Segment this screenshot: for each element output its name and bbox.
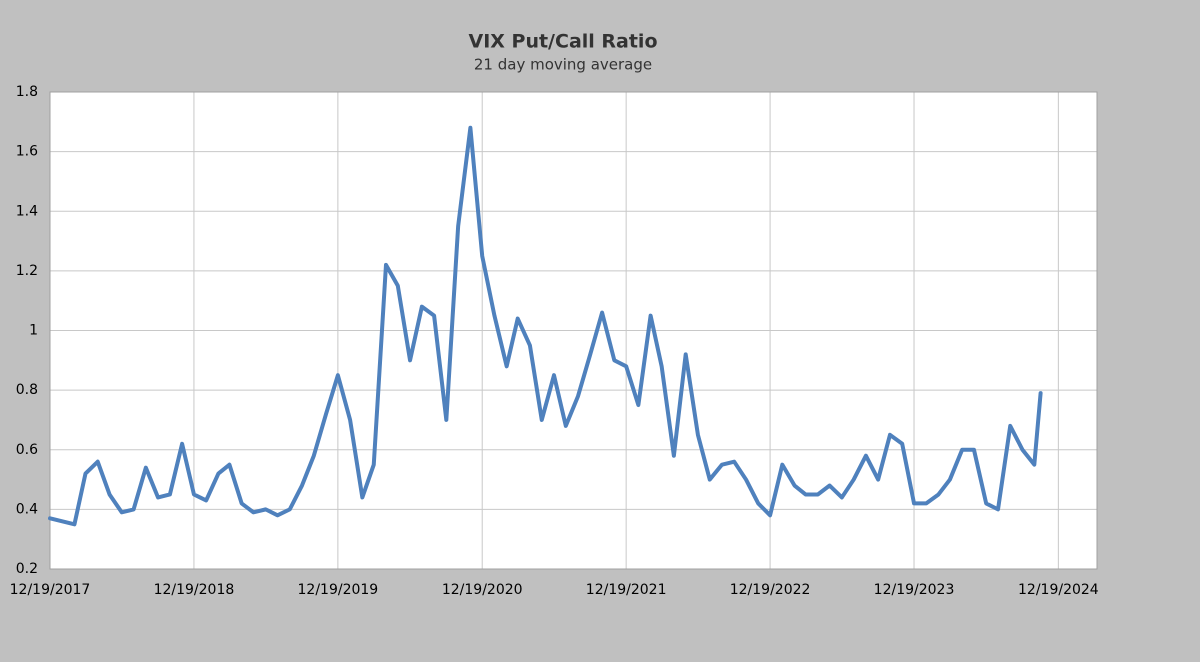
x-tick-label: 12/19/2017: [10, 582, 91, 598]
chart-title: VIX Put/Call Ratio: [468, 31, 657, 53]
x-tick-label: 12/19/2020: [442, 582, 523, 598]
plot-border: [49, 91, 1098, 570]
y-tick-label: 0.4: [16, 501, 38, 517]
x-tick-label: 12/19/2024: [1018, 582, 1099, 598]
y-tick-label: 1.4: [16, 203, 38, 219]
x-tick-label: 12/19/2019: [298, 582, 379, 598]
y-tick-label: 0.6: [16, 442, 38, 458]
y-tick-label: 1.8: [16, 84, 38, 100]
y-tick-label: 1: [29, 323, 38, 339]
y-tick-label: 1.6: [16, 144, 38, 160]
chart-subtitle: 21 day moving average: [474, 56, 652, 74]
x-tick-label: 12/19/2018: [154, 582, 235, 598]
data-line: [48, 125, 1043, 527]
x-tick-label: 12/19/2021: [586, 582, 667, 598]
y-tick-label: 1.2: [16, 263, 38, 279]
x-tick-label: 12/19/2022: [730, 582, 811, 598]
y-tick-label: 0.8: [16, 382, 38, 398]
y-tick-label: 0.2: [16, 561, 38, 577]
x-tick-label: 12/19/2023: [874, 582, 955, 598]
